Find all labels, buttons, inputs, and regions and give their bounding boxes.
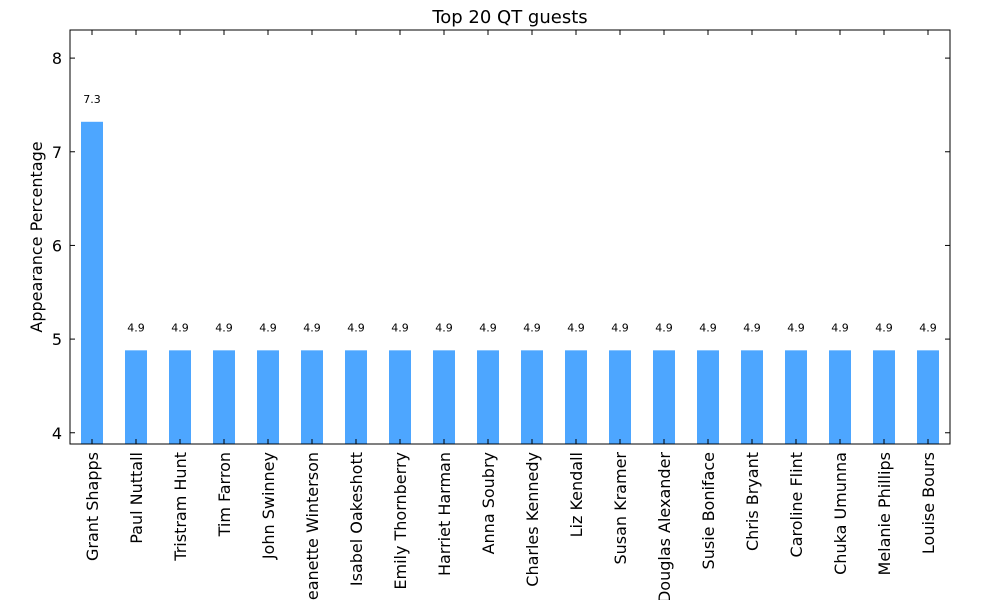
x-tick-label: Isabel Oakeshott bbox=[347, 452, 366, 586]
bar bbox=[653, 350, 675, 444]
bar-value-label: 4.9 bbox=[303, 321, 321, 334]
y-tick-label: 6 bbox=[52, 236, 62, 255]
y-ticks-group: 4 5 6 7 8 bbox=[52, 49, 950, 443]
x-tick-label: Louise Bours bbox=[919, 452, 938, 554]
bar-value-label: 4.9 bbox=[831, 321, 849, 334]
bar-value-label: 4.9 bbox=[611, 321, 629, 334]
bar bbox=[521, 350, 543, 444]
x-tick-label: Emily Thornberry bbox=[391, 452, 410, 590]
bar bbox=[125, 350, 147, 444]
bar bbox=[169, 350, 191, 444]
bar-value-label: 4.9 bbox=[523, 321, 541, 334]
x-tick-label: Chuka Umunna bbox=[831, 452, 850, 575]
bar-value-label: 4.9 bbox=[435, 321, 453, 334]
bar bbox=[389, 350, 411, 444]
y-tick-label: 4 bbox=[52, 424, 62, 443]
bar-value-label: 4.9 bbox=[655, 321, 673, 334]
x-tick-label: Douglas Alexander bbox=[655, 452, 674, 600]
bar bbox=[565, 350, 587, 444]
bar-value-label: 4.9 bbox=[259, 321, 277, 334]
x-tick-label: Liz Kendall bbox=[567, 452, 586, 537]
y-tick-label: 8 bbox=[52, 49, 62, 68]
bar bbox=[477, 350, 499, 444]
bar bbox=[81, 121, 103, 444]
bar bbox=[301, 350, 323, 444]
plot-frame bbox=[69, 29, 951, 445]
x-tick-label: Caroline Flint bbox=[787, 452, 806, 557]
x-tick-label: Melanie Phillips bbox=[875, 452, 894, 575]
x-tick-label: Jeanette Winterson bbox=[303, 452, 322, 600]
bar-value-label: 4.9 bbox=[875, 321, 893, 334]
bar bbox=[257, 350, 279, 444]
x-tick-label: Charles Kennedy bbox=[523, 452, 542, 587]
bar-value-label: 4.9 bbox=[127, 321, 145, 334]
bar-value-label: 4.9 bbox=[215, 321, 233, 334]
bar bbox=[345, 350, 367, 444]
bar bbox=[829, 350, 851, 444]
y-tick-label: 7 bbox=[52, 143, 62, 162]
x-tick-label: Anna Soubry bbox=[479, 452, 498, 554]
bar bbox=[213, 350, 235, 444]
bar-value-label: 4.9 bbox=[699, 321, 717, 334]
bar bbox=[785, 350, 807, 444]
bar bbox=[741, 350, 763, 444]
bar-value-label: 4.9 bbox=[919, 321, 937, 334]
data-labels-group: 7.3 4.9 4.9 4.9 4.9 4.9 4.9 4.9 4.9 4.9 4.9 4.9 4.9 4… bbox=[83, 93, 937, 335]
bar bbox=[917, 350, 939, 444]
bar bbox=[873, 350, 895, 444]
y-axis-label: Appearance Percentage bbox=[27, 141, 46, 332]
x-tick-label: Susie Boniface bbox=[699, 452, 718, 569]
x-tick-label: Harriet Harman bbox=[435, 452, 454, 576]
x-tick-label: Tim Farron bbox=[215, 452, 234, 537]
chart-title: Top 20 QT guests bbox=[431, 7, 587, 28]
x-tick-label: John Swinney bbox=[259, 452, 278, 560]
bar bbox=[433, 350, 455, 444]
x-tick-label: Susan Kramer bbox=[611, 452, 630, 565]
x-ticks-group: Grant Shapps Paul Nuttall Tristram Hunt Tim… bbox=[83, 30, 938, 600]
x-tick-label: Chris Bryant bbox=[743, 452, 762, 551]
x-tick-label: Tristram Hunt bbox=[171, 452, 190, 562]
bar-value-label: 4.9 bbox=[787, 321, 805, 334]
bars-group bbox=[81, 121, 939, 444]
bar-value-label: 7.3 bbox=[83, 93, 101, 106]
bar-value-label: 4.9 bbox=[567, 321, 585, 334]
bar-value-label: 4.9 bbox=[479, 321, 497, 334]
bar-value-label: 4.9 bbox=[391, 321, 409, 334]
bar bbox=[697, 350, 719, 444]
y-tick-label: 5 bbox=[52, 330, 62, 349]
bar-value-label: 4.9 bbox=[743, 321, 761, 334]
x-tick-label: Paul Nuttall bbox=[127, 452, 146, 544]
bar bbox=[609, 350, 631, 444]
bar-value-label: 4.9 bbox=[347, 321, 365, 334]
bar-value-label: 4.9 bbox=[171, 321, 189, 334]
x-tick-label: Grant Shapps bbox=[83, 452, 102, 561]
